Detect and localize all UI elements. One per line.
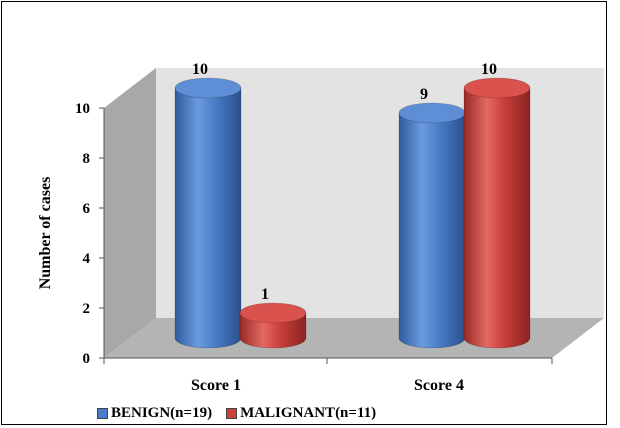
legend-item: MALIGNANT(n=11) (226, 405, 376, 422)
bar-top (398, 102, 466, 124)
y-tick-label: 10 (75, 101, 90, 117)
bar-top (174, 77, 242, 99)
legend-swatch (97, 407, 108, 419)
y-tick-label: 0 (83, 351, 91, 367)
y-tick-label: 8 (83, 151, 91, 167)
legend-label: BENIGN(n=19) (111, 404, 213, 421)
bar (463, 77, 531, 349)
bar (174, 77, 242, 349)
y-tick-label: 4 (83, 251, 91, 267)
legend-swatch (226, 407, 238, 419)
y-tick-label: 2 (83, 301, 91, 317)
legend: BENIGN(n=19) MALIGNANT(n=11) (97, 402, 376, 424)
bar-top (463, 77, 531, 99)
bar-body (463, 87, 531, 349)
x-category-label: Score 1 (191, 377, 241, 394)
data-label: 9 (420, 86, 428, 103)
legend-item: BENIGN(n=19) (97, 405, 212, 422)
bar-top (239, 302, 307, 324)
y-tick-label: 6 (83, 201, 91, 217)
bar-body (239, 312, 307, 349)
bar-body (398, 112, 466, 349)
legend-label: MALIGNANT(n=11) (240, 404, 377, 421)
chart-frame: 0 2 4 6 8 10 Number of cases Score 1 Score 4 10 9… (1, 1, 607, 425)
x-category-label: Score 4 (414, 377, 464, 394)
labels: Number of cases Score 1 Score 4 10 9 1 10 (37, 61, 497, 394)
data-label: 1 (261, 286, 269, 303)
data-label: 10 (192, 61, 208, 78)
chart-svg: 0 2 4 6 8 10 Number of cases Score 1 Score 4 10 9… (37, 61, 604, 394)
bar (398, 102, 466, 349)
bars (174, 77, 531, 349)
bar (239, 302, 307, 349)
y-axis-title: Number of cases (37, 177, 54, 290)
bar-body (174, 87, 242, 349)
axes: 0 2 4 6 8 10 (75, 101, 553, 367)
side-wall (104, 68, 156, 358)
data-label: 10 (481, 61, 497, 78)
